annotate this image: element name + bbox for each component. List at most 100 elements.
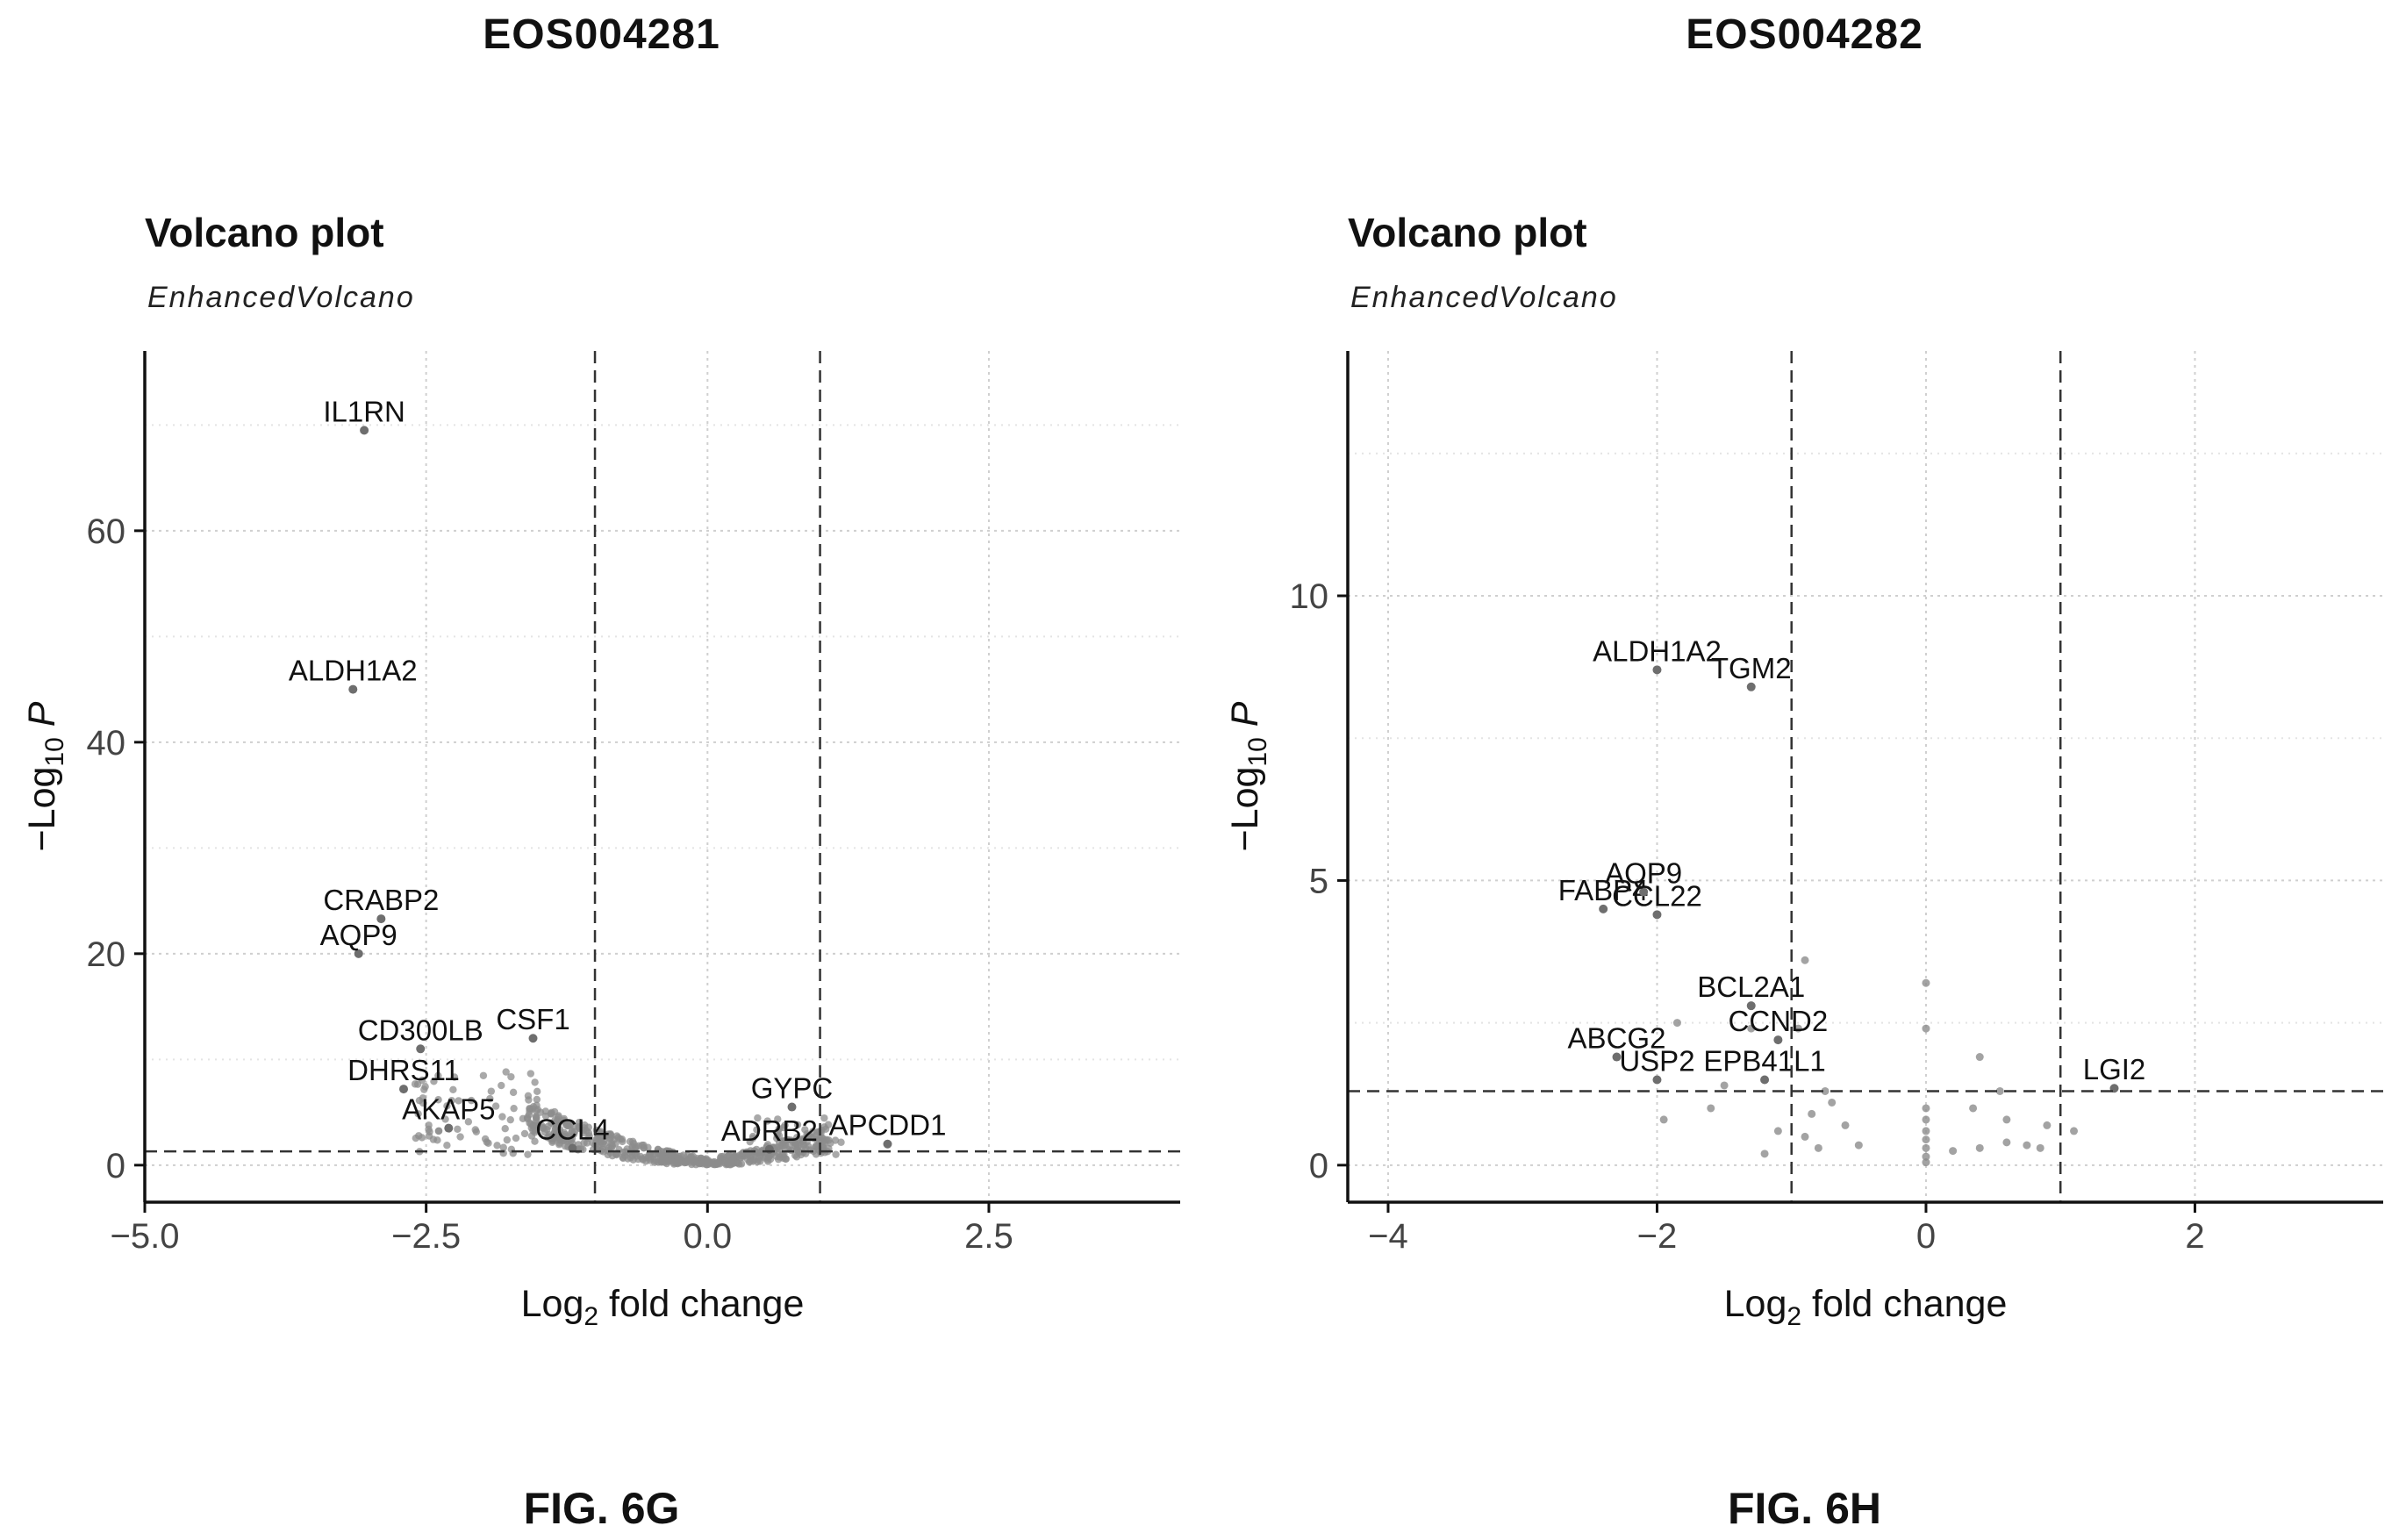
background-point bbox=[449, 1085, 457, 1093]
background-point bbox=[531, 1137, 539, 1145]
background-point bbox=[524, 1092, 533, 1099]
gene-label: CCL4 bbox=[535, 1114, 609, 1146]
x-tick-label: 2.5 bbox=[964, 1217, 1013, 1256]
background-point bbox=[455, 1097, 462, 1105]
background-point bbox=[746, 1137, 754, 1146]
figure-label: FIG. 6G bbox=[523, 1484, 680, 1533]
background-point bbox=[1922, 1127, 1930, 1135]
background-point bbox=[1794, 1024, 1802, 1033]
gene-point bbox=[1773, 1035, 1783, 1045]
background-point bbox=[1922, 1135, 1930, 1144]
plot-subtitle: EnhancedVolcano bbox=[1350, 281, 1618, 314]
background-point bbox=[827, 1139, 834, 1147]
background-point bbox=[503, 1135, 512, 1144]
y-tick-label: 0 bbox=[1309, 1147, 1328, 1185]
background-point bbox=[1922, 978, 1930, 987]
background-point bbox=[533, 1087, 541, 1096]
background-point bbox=[425, 1121, 433, 1129]
background-point bbox=[493, 1142, 501, 1150]
background-point bbox=[1922, 1115, 1930, 1124]
gene-label: DHRS11 bbox=[347, 1054, 460, 1086]
background-point bbox=[670, 1159, 679, 1167]
gene-point bbox=[1639, 887, 1649, 897]
gene-point bbox=[787, 1102, 797, 1112]
background-point bbox=[824, 1121, 833, 1128]
background-point bbox=[735, 1160, 743, 1168]
background-point bbox=[684, 1156, 692, 1164]
y-tick-label: 10 bbox=[1290, 577, 1329, 616]
background-point bbox=[1801, 956, 1809, 964]
gene-label: EPB41L1 bbox=[1703, 1045, 1825, 1078]
gene-point bbox=[354, 949, 363, 958]
background-point bbox=[773, 1131, 781, 1139]
gene-label: ABCG2 bbox=[1568, 1022, 1666, 1055]
background-point bbox=[567, 1128, 576, 1137]
gene-point bbox=[1746, 1001, 1756, 1011]
background-point bbox=[606, 1134, 614, 1142]
x-axis-title: Log2 fold change bbox=[521, 1283, 805, 1331]
background-point bbox=[753, 1126, 761, 1134]
gene-label: AKAP5 bbox=[402, 1093, 495, 1126]
background-point bbox=[774, 1115, 782, 1123]
background-point bbox=[1814, 1143, 1822, 1152]
background-point bbox=[411, 1080, 419, 1088]
background-point bbox=[433, 1136, 441, 1144]
background-point bbox=[1922, 1143, 1930, 1152]
background-point bbox=[805, 1132, 813, 1140]
background-point bbox=[526, 1105, 533, 1113]
background-point bbox=[441, 1115, 449, 1123]
background-point bbox=[419, 1094, 427, 1102]
background-point bbox=[450, 1073, 459, 1081]
background-point bbox=[612, 1140, 619, 1148]
background-point bbox=[763, 1117, 771, 1125]
x-tick-label: −2.5 bbox=[391, 1217, 461, 1256]
background-point bbox=[1922, 1158, 1930, 1167]
background-point bbox=[634, 1142, 643, 1150]
background-point bbox=[418, 1076, 426, 1085]
background-point bbox=[512, 1134, 520, 1142]
background-point bbox=[434, 1096, 442, 1104]
gene-point bbox=[1652, 665, 1662, 675]
gene-point bbox=[348, 684, 358, 694]
background-point bbox=[1995, 1086, 2004, 1095]
background-point bbox=[491, 1102, 500, 1110]
background-point bbox=[414, 1110, 422, 1118]
background-point bbox=[507, 1072, 515, 1081]
gene-point bbox=[528, 1034, 538, 1043]
background-point bbox=[456, 1133, 464, 1141]
background-point bbox=[730, 1152, 738, 1161]
gene-label: USP2 bbox=[1619, 1045, 1694, 1078]
background-point bbox=[533, 1095, 541, 1104]
background-point bbox=[499, 1143, 507, 1151]
background-point bbox=[1747, 1024, 1756, 1033]
background-point bbox=[670, 1151, 677, 1159]
gene-point bbox=[1760, 1075, 1770, 1085]
gene-point bbox=[399, 1085, 408, 1094]
background-point bbox=[2002, 1115, 2011, 1124]
background-point bbox=[541, 1107, 550, 1115]
x-axis-title: Log2 fold change bbox=[1724, 1283, 2008, 1331]
background-point bbox=[820, 1114, 828, 1122]
background-point bbox=[1801, 1132, 1809, 1141]
background-point bbox=[483, 1138, 491, 1146]
background-point bbox=[675, 1155, 684, 1163]
gene-label: ALDH1A2 bbox=[1593, 634, 1722, 667]
background-point bbox=[486, 1094, 494, 1103]
background-point bbox=[599, 1148, 607, 1156]
background-point bbox=[787, 1136, 795, 1144]
background-point bbox=[487, 1087, 496, 1095]
gene-label: CD300LB bbox=[358, 1014, 483, 1046]
background-point bbox=[791, 1151, 799, 1159]
x-tick-label: 2 bbox=[2185, 1217, 2204, 1256]
gene-point bbox=[416, 1044, 426, 1054]
gene-label: ALDH1A2 bbox=[289, 655, 418, 687]
gene-point bbox=[444, 1123, 454, 1133]
y-tick-label: 20 bbox=[87, 935, 126, 974]
gene-label: FABP4 bbox=[1558, 874, 1649, 906]
gene-point bbox=[1612, 1052, 1622, 1062]
background-point bbox=[563, 1137, 572, 1146]
figure-label: FIG. 6H bbox=[1727, 1484, 1882, 1533]
background-point bbox=[1760, 1150, 1769, 1158]
background-point bbox=[532, 1113, 540, 1121]
background-point bbox=[479, 1071, 488, 1079]
